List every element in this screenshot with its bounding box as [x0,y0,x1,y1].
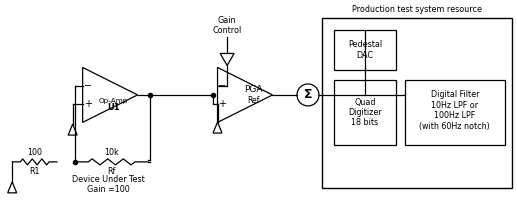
Text: −: − [84,81,92,91]
Text: +: + [84,99,92,109]
Text: −: − [219,81,226,91]
Text: Pedestal
DAC: Pedestal DAC [348,40,382,60]
Text: Quad
Digitizer
18 bits: Quad Digitizer 18 bits [348,98,382,127]
Text: Rf: Rf [108,167,116,176]
Text: Op-Amp: Op-Amp [98,98,128,104]
Text: 100: 100 [27,148,42,157]
Text: Gain
Control: Gain Control [212,16,242,35]
Text: Device Under Test
Gain =100: Device Under Test Gain =100 [72,175,144,194]
Text: 10k: 10k [104,148,119,157]
Text: Ref: Ref [247,96,259,105]
Text: Production test system resource: Production test system resource [352,5,482,14]
Text: +: + [219,99,226,109]
Text: Σ: Σ [303,88,312,101]
Text: PGA: PGA [244,85,262,94]
Text: Digital Filter
10Hz LPF or
100Hz LPF
(with 60Hz notch): Digital Filter 10Hz LPF or 100Hz LPF (wi… [419,90,490,131]
Text: R1: R1 [29,167,40,176]
Text: U1: U1 [107,103,119,112]
